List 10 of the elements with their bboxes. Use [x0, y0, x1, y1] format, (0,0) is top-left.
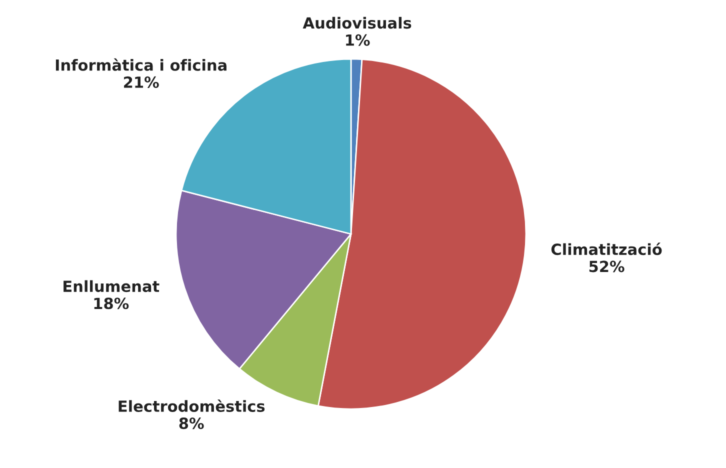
slice-label: Enllumenat — [64, 280, 160, 292]
slice-label: Electrodomèstics — [118, 400, 265, 412]
slice-label: Informàtica i oficina — [56, 58, 226, 71]
data-label: 1% — [346, 34, 370, 46]
data-label: 8% — [179, 418, 204, 430]
data-label: 18% — [94, 298, 129, 310]
slice-label: Climatització — [551, 242, 662, 256]
data-label: 52% — [589, 260, 624, 272]
slice-label: Audiovisuals — [302, 16, 412, 29]
data-label: 21% — [124, 76, 159, 88]
